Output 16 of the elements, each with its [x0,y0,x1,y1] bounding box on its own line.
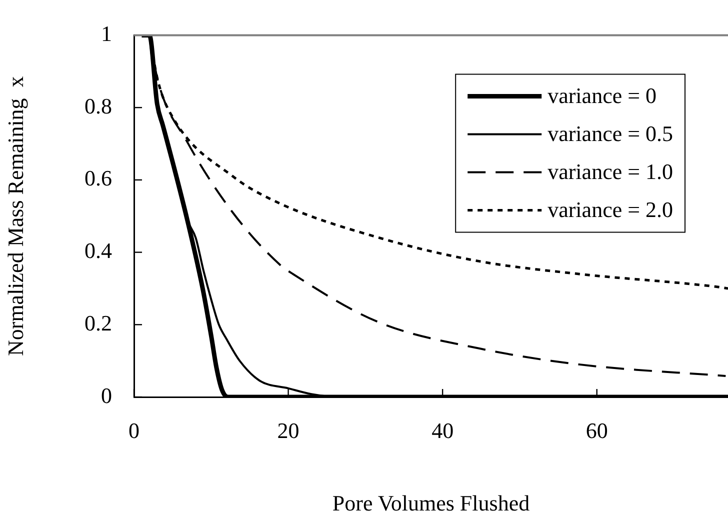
x-tick-label: 60 [586,418,608,443]
y-axis-title: Normalized Mass Remaining x [2,76,28,356]
y-tick-label: 0.2 [84,310,112,336]
x-tick-label: 0 [128,418,140,443]
y-tick-label: 0 [101,382,112,408]
legend-label: variance = 1.0 [548,158,673,184]
legend-label: variance = 0.5 [548,120,673,146]
legend-label: variance = 2.0 [548,196,673,222]
y-tick-label: 1 [101,20,112,46]
y-tick-label: 0.4 [84,238,112,264]
x-tick-label: 20 [277,418,300,443]
x-axis-title: Pore Volumes Flushed [332,490,530,516]
y-tick-label: 0.8 [84,93,112,118]
x-tick-label: 40 [432,418,454,443]
legend-label: variance = 0 [548,82,656,108]
y-tick-label: 0.6 [84,166,112,191]
